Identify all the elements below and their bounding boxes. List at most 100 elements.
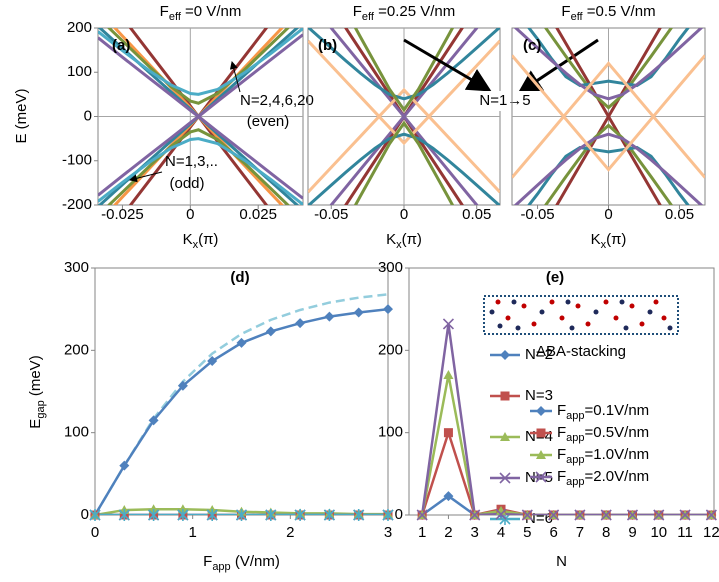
x-tick-label: 1 — [188, 524, 196, 541]
legend-label: Fapp=0.1V/nm — [557, 402, 649, 422]
annotation: ABA-stacking — [536, 343, 626, 360]
marker — [500, 350, 510, 360]
y-tick-label: 200 — [64, 341, 89, 358]
legend-label-part: F — [557, 446, 566, 463]
panel-title-part: =0.5 V/nm — [583, 3, 656, 20]
panel-title: Feff =0.5 V/nm — [561, 3, 655, 23]
y-tick-label: 0 — [81, 506, 89, 523]
series-line — [422, 496, 711, 515]
x-tick-label: 0 — [400, 206, 408, 223]
x-tick-label: -0.05 — [314, 206, 348, 223]
legend-label-part: app — [566, 410, 584, 422]
panel-title-part: =0.25 V/nm — [374, 3, 455, 20]
marker — [444, 428, 453, 437]
y-tick-label: 0 — [395, 506, 403, 523]
x-tick-label: 4 — [497, 524, 505, 541]
x-tick-label: 9 — [628, 524, 636, 541]
legend-label-part: =1.0V/nm — [585, 446, 650, 463]
y-axis-label-part: (meV) — [27, 355, 44, 400]
x-axis-label-part: K — [386, 231, 396, 248]
x-tick-label: 0.025 — [239, 206, 277, 223]
y-tick-label: 200 — [67, 19, 92, 36]
x-axis-label: Kx(π) — [386, 231, 422, 251]
marker — [537, 429, 546, 438]
x-tick-label: 2 — [286, 524, 294, 541]
x-tick-label: 0.05 — [462, 206, 491, 223]
marker — [354, 307, 364, 317]
annotation: (c) — [523, 37, 541, 54]
x-axis-label-part: app — [212, 561, 230, 573]
y-tick-label: 300 — [64, 259, 89, 276]
marker — [324, 312, 334, 322]
x-tick-label: 3 — [471, 524, 479, 541]
y-tick-label: 100 — [378, 424, 403, 441]
x-axis-label-part: F — [203, 553, 212, 570]
x-axis-label: N — [556, 553, 567, 570]
x-tick-label: 11 — [677, 524, 693, 541]
y-axis-label: Egap (meV) — [27, 355, 47, 428]
x-tick-label: 6 — [549, 524, 557, 541]
legend-label: Fapp=0.5V/nm — [557, 424, 649, 444]
x-tick-label: -0.05 — [520, 206, 554, 223]
x-tick-label: 0 — [186, 206, 194, 223]
y-tick-label: 100 — [64, 424, 89, 441]
annotation: (even) — [247, 113, 290, 130]
y-axis-label-part: E (meV) — [13, 88, 30, 143]
x-axis-label: Kx(π) — [183, 231, 219, 251]
annotation: N=1→5 — [479, 92, 530, 109]
marker — [443, 370, 453, 379]
marker — [266, 326, 276, 336]
series-group — [95, 294, 388, 515]
x-tick-label: 10 — [650, 524, 667, 541]
x-axis-label-part: K — [591, 231, 601, 248]
x-axis-label-part: (V/nm) — [231, 553, 280, 570]
y-tick-label: -200 — [62, 196, 92, 213]
x-tick-label: 0 — [91, 524, 99, 541]
x-axis-label: Fapp (V/nm) — [203, 553, 280, 573]
y-tick-label: 200 — [378, 341, 403, 358]
x-tick-label: 2 — [444, 524, 452, 541]
series-line — [95, 294, 388, 515]
marker — [501, 392, 510, 401]
legend-label-part: =0.1V/nm — [585, 402, 650, 419]
x-tick-label: 5 — [523, 524, 531, 541]
legend-label: Fapp=2.0V/nm — [557, 468, 649, 488]
y-axis-label: E (meV) — [13, 88, 30, 143]
stacking-inset — [484, 296, 678, 334]
plot-frame — [95, 268, 388, 515]
y-tick-label: -100 — [62, 152, 92, 169]
x-axis-label-part: (π) — [402, 231, 422, 248]
panel-title: Feff =0.25 V/nm — [353, 3, 456, 23]
x-tick-label: 0.05 — [665, 206, 694, 223]
figure: -200-1000100200-0.02500.025Feff =0 V/nmK… — [0, 0, 719, 582]
panel-title-part: =0 V/nm — [181, 3, 241, 20]
panel-title-part: F — [561, 3, 570, 20]
annotation: (odd) — [169, 175, 204, 192]
marker — [295, 318, 305, 328]
x-axis-label: Kx(π) — [591, 231, 627, 251]
marker — [383, 304, 393, 314]
y-axis-label-part: E — [27, 419, 44, 429]
legend-label-part: app — [566, 454, 584, 466]
legend-label: N=3 — [525, 387, 553, 404]
legend-label-part: =0.5V/nm — [585, 424, 650, 441]
x-tick-label: 12 — [703, 524, 719, 541]
legend-label-part: app — [566, 432, 584, 444]
x-tick-label: 8 — [602, 524, 610, 541]
marker — [536, 406, 546, 416]
legend-label-part: F — [557, 468, 566, 485]
x-tick-label: -0.025 — [101, 206, 144, 223]
panel-title-part: F — [353, 3, 362, 20]
x-tick-label: 1 — [418, 524, 426, 541]
legend-label-part: app — [566, 476, 584, 488]
panel-title-part: F — [160, 3, 169, 20]
annotation: (b) — [318, 37, 337, 54]
annotation: N=1,3,.. — [165, 153, 218, 170]
legend-label-part: F — [557, 402, 566, 419]
annotation: (d) — [230, 269, 249, 286]
legend-label: Fapp=1.0V/nm — [557, 446, 649, 466]
legend-label-part: =2.0V/nm — [585, 468, 650, 485]
panel-title-part: eff — [169, 11, 182, 23]
x-tick-label: 7 — [576, 524, 584, 541]
panel-title: Feff =0 V/nm — [160, 3, 242, 23]
